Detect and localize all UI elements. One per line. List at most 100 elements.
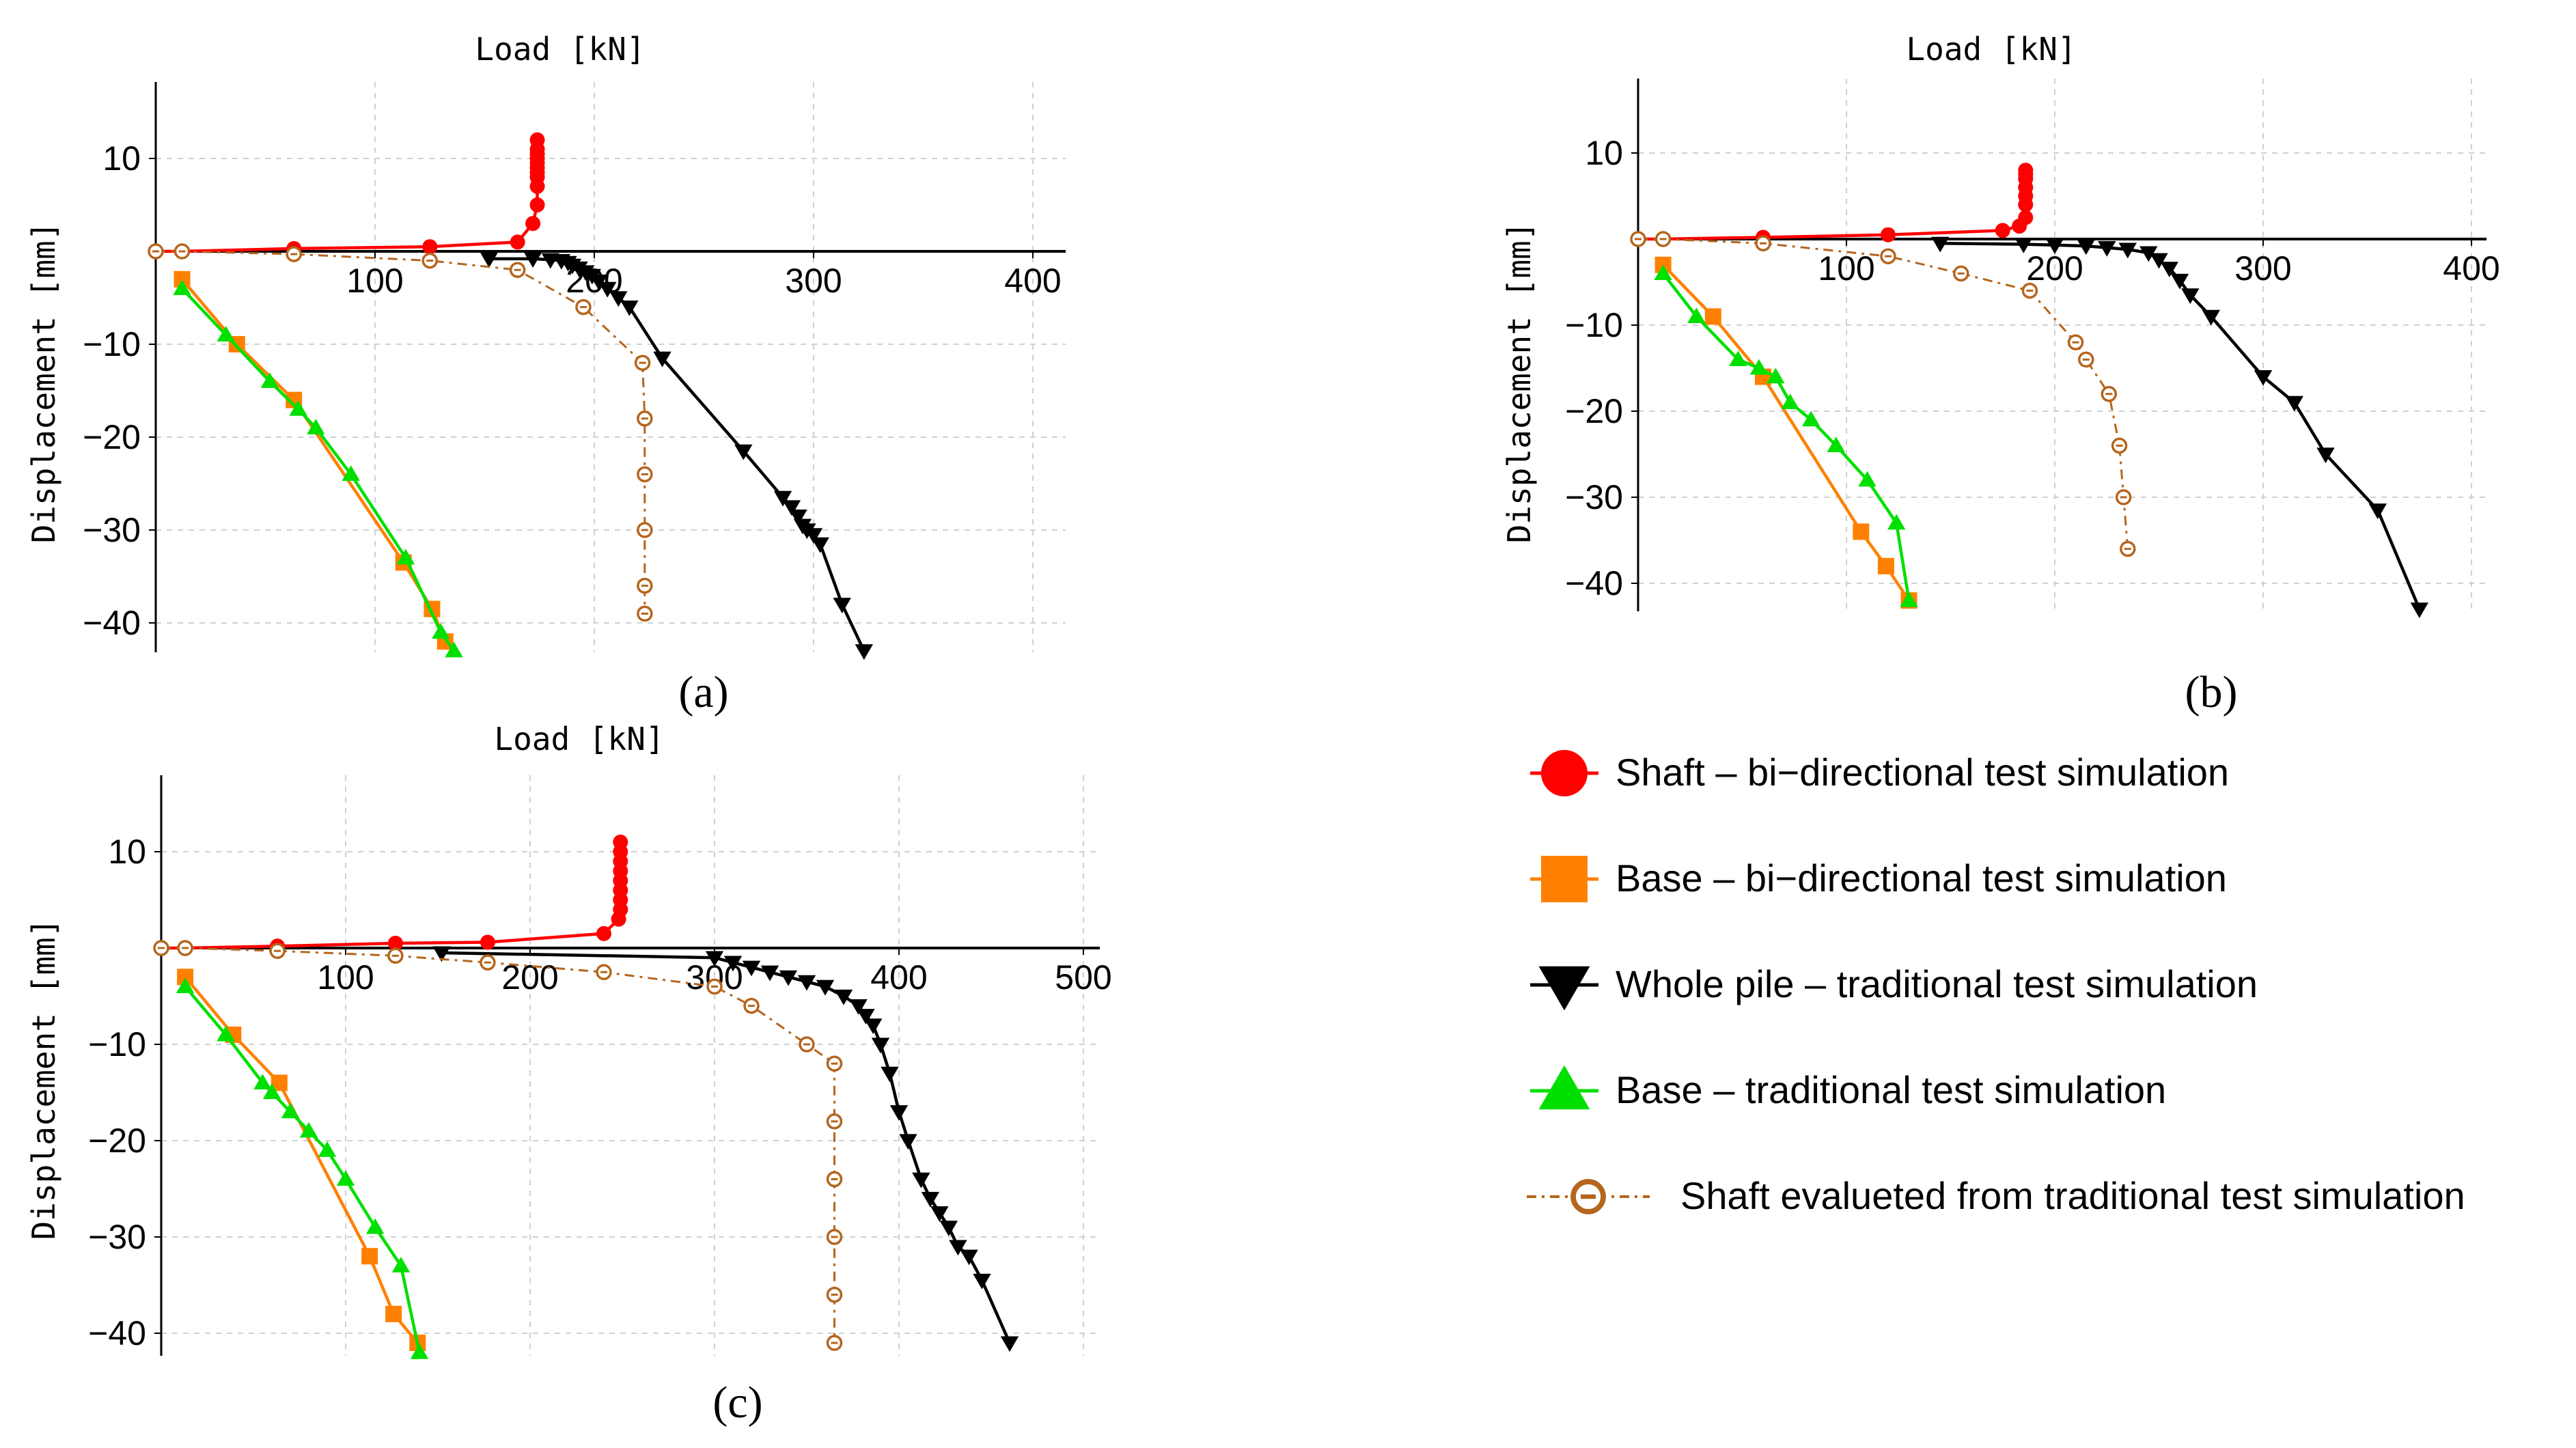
panel-b-ytick-label-4: −40 (1565, 564, 1623, 602)
panel-b-xtick-label-1: 200 (2026, 249, 2083, 288)
legend-item-shaft-bi: Shaft – bi−directional test simulation (1530, 750, 2229, 796)
panel-b-shaft_bi-line (1638, 170, 2027, 241)
legend-symbol-base-trad (1530, 1065, 1598, 1110)
legend-label-whole-trad: Whole pile – traditional test simulation (1616, 962, 2258, 1005)
panel-c-xlabel: Load [kN] (494, 721, 664, 757)
panel-a-whole_trad-point-23 (855, 644, 874, 660)
panel-a-whole_trad-point-17 (789, 510, 807, 525)
panel-a-shaft_bi-point-15 (529, 132, 545, 148)
panel-b-series-shaft_eval (1630, 231, 2136, 557)
panel-a-whole_trad-point-13 (653, 351, 671, 367)
panel-a-shaft_bi-point-3 (422, 239, 438, 255)
panel-c-whole_trad-point-21 (960, 1249, 978, 1266)
panel-b-base_trad-point-2 (1729, 350, 1747, 366)
panel-b-xtick-label-3: 400 (2443, 249, 2499, 288)
panel-b-whole_trad-point-13 (2285, 395, 2303, 412)
panel-a-xlabel: Load [kN] (475, 31, 645, 68)
legend-label-shaft-eval: Shaft evalueted from traditional test si… (1680, 1174, 2465, 1217)
panel-c-whole_trad-point-14 (889, 1105, 909, 1121)
panel-b-base_trad-point-10 (1900, 591, 1918, 607)
panel-c-whole_trad-point-12 (871, 1038, 890, 1054)
panel-b-whole_trad-point-10 (2181, 288, 2200, 305)
panel-b-whole_trad-point-16 (2410, 602, 2428, 618)
legend-item-base-trad: Base – traditional test simulation (1530, 1065, 2166, 1111)
panel-c-base_trad-point-7 (336, 1170, 355, 1186)
panel-c-whole_trad-point-1 (705, 951, 724, 967)
panel-a-base_trad-point-5 (342, 465, 360, 481)
legend-label-base-trad: Base – traditional test simulation (1616, 1068, 2166, 1111)
panel-c-whole_trad-point-0 (432, 946, 451, 962)
panel-c-base_trad-point-8 (366, 1218, 385, 1234)
panel-b-base_trad-point-0 (1654, 264, 1672, 280)
panel-c-base_bi-line (184, 975, 419, 1344)
panel-b-series-base_bi (1654, 256, 1917, 609)
panel-c-whole_trad-line (441, 951, 1012, 1344)
panel-b-shaft_bi-point-3 (1881, 227, 1896, 242)
panel-b-xtick-label-0: 100 (1818, 249, 1874, 288)
panel-c-whole_trad-point-2 (723, 956, 743, 972)
panel-b-whole_trad-point-1 (2014, 237, 2033, 253)
panel-b-whole_trad-point-7 (2150, 253, 2168, 269)
panel-c-ytick-label-4: −40 (88, 1314, 146, 1352)
panel-a-ytick-label-2: −20 (83, 418, 141, 456)
legend-symbol-base-bi (1530, 856, 1598, 902)
panel-a-shaft_eval-line (156, 250, 646, 614)
panel-b-whole_trad-point-12 (2254, 370, 2273, 386)
panel-c-shaft_bi-point-14 (613, 834, 628, 850)
panel-a-whole_trad-point-0 (480, 252, 499, 268)
panel-b-base_trad-point-9 (1887, 514, 1906, 530)
panel-a-ylabel: Displacement [mm] (25, 222, 62, 544)
panel-b-base_trad-point-3 (1749, 359, 1769, 375)
panel-c-whole_trad-point-19 (939, 1221, 958, 1237)
panel-b-xlabel: Load [kN] (1906, 31, 2076, 68)
panel-b: Load [kN] Displacement [mm] 100 200 300 400… (1501, 31, 2500, 717)
panel-b-plot: 100 200 300 400 10 −10 −20 −30 −40 (1565, 79, 2500, 618)
legend-marker-0 (1541, 750, 1588, 796)
panel-c-ytick-label-3: −30 (88, 1218, 146, 1256)
panel-a: Load [kN] Displacement [mm] 100200300400… (25, 31, 1066, 717)
panel-a-whole_trad-point-12 (620, 301, 639, 316)
panel-c-ylabel: Displacement [mm] (25, 919, 62, 1240)
panel-c-series-whole_trad (432, 946, 1019, 1352)
panel-a-whole_trad-point-10 (598, 281, 617, 298)
panel-c-whole_trad-point-9 (849, 999, 868, 1015)
panel-b-ytick-label-2: −20 (1565, 392, 1623, 430)
panel-c-whole_trad-point-11 (864, 1018, 883, 1034)
panel-b-whole_trad-point-11 (2202, 309, 2220, 326)
panel-c-whole_trad-point-23 (1000, 1336, 1019, 1352)
panel-c-base_trad-point-5 (299, 1122, 318, 1138)
panel-c-series-shaft_eval (153, 940, 843, 1351)
panel-a-whole_trad-point-22 (833, 598, 851, 613)
panel-c-label: (c) (712, 1378, 762, 1428)
panel-a-xtick-label-0: 100 (346, 262, 403, 300)
panel-c-ytick-label-1: −10 (88, 1025, 146, 1063)
panel-c-shaft_bi-point-4 (480, 934, 495, 950)
panel-b-base_bi-point-4 (1877, 557, 1894, 574)
panel-c-whole_trad-point-20 (949, 1240, 967, 1256)
panel-c-base_trad-point-4 (281, 1102, 300, 1119)
panel-b-xtick-label-2: 300 (2234, 249, 2291, 288)
panel-a-series-whole_trad (480, 252, 874, 660)
panel-c-whole_trad-point-22 (973, 1273, 991, 1290)
panel-a-whole_trad-point-1 (523, 252, 542, 268)
legend: Shaft – bi−directional test simulation B… (1527, 750, 2465, 1217)
panel-a-whole_trad-line (488, 257, 865, 652)
panel-a-base_trad-point-3 (289, 400, 307, 416)
panel-b-ytick-label-3: −30 (1565, 478, 1623, 516)
panel-c-whole_trad-point-16 (912, 1172, 930, 1188)
panel-a-whole_trad-point-20 (804, 528, 823, 544)
panel-c-base_trad-point-0 (176, 977, 195, 993)
panel-c-whole_trad-point-17 (921, 1192, 940, 1208)
panel-c-whole_trad-point-8 (834, 989, 853, 1005)
panel-b-whole_trad-point-15 (2368, 503, 2387, 520)
panel-b-base_trad-point-4 (1767, 367, 1785, 384)
panel-b-ytick-label-0: 10 (1585, 134, 1623, 172)
panel-b-base_bi-point-1 (1704, 308, 1721, 325)
panel-c-base_trad-point-2 (253, 1074, 272, 1089)
panel-b-whole_trad-point-14 (2316, 447, 2335, 464)
panel-c-base_trad-point-3 (262, 1083, 281, 1100)
panel-a-shaft_bi-point-4 (510, 234, 525, 250)
panel-b-base_trad-point-8 (1858, 471, 1876, 487)
panel-a-whole_trad-point-14 (734, 444, 753, 460)
